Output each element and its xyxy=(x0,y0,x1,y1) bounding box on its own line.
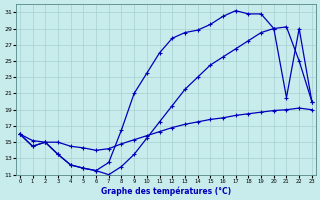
X-axis label: Graphe des températures (°C): Graphe des températures (°C) xyxy=(101,186,231,196)
